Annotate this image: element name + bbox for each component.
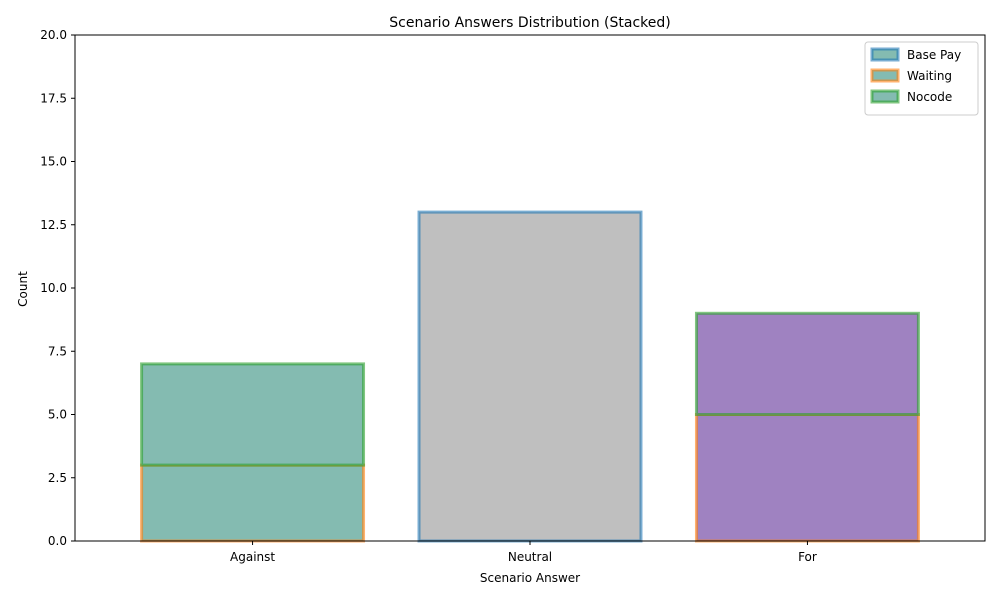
- legend-label: Waiting: [907, 69, 952, 83]
- y-tick-label: 7.5: [48, 344, 67, 358]
- y-tick-label: 12.5: [40, 218, 67, 232]
- x-axis-title: Scenario Answer: [480, 571, 580, 585]
- y-tick-label: 15.0: [40, 155, 67, 169]
- chart-title: Scenario Answers Distribution (Stacked): [389, 15, 670, 31]
- y-tick-label: 20.0: [40, 28, 67, 42]
- y-axis-title: Count: [16, 271, 30, 307]
- axes-layer: 0.0 2.5 5.0 7.5 10.0 12.5 15.0 17.5 20.0 Against N…: [40, 28, 986, 564]
- legend-swatch: [870, 89, 900, 104]
- bar-nocode-against: [140, 362, 366, 467]
- bars-layer: [140, 210, 920, 543]
- y-tick-label: 10.0: [40, 281, 67, 295]
- x-tick-label: Neutral: [508, 550, 552, 564]
- legend-label: Base Pay: [907, 48, 961, 62]
- bar-base-pay-neutral: [417, 210, 643, 543]
- y-tick-label: 2.5: [48, 471, 67, 485]
- y-tick-label: 17.5: [40, 91, 67, 105]
- x-tick-label: Against: [230, 550, 275, 564]
- legend: Base Pay Waiting Nocode: [864, 41, 979, 116]
- bar-waiting-against: [140, 463, 366, 543]
- y-tick-label: 5.0: [48, 408, 67, 422]
- bar-nocode-for: [694, 311, 920, 416]
- legend-swatch: [870, 68, 900, 83]
- legend-swatch: [870, 47, 900, 62]
- bar-waiting-for: [694, 413, 920, 543]
- legend-label: Nocode: [907, 90, 952, 104]
- x-tick-label: For: [798, 550, 817, 564]
- y-tick-label: 0.0: [48, 534, 67, 548]
